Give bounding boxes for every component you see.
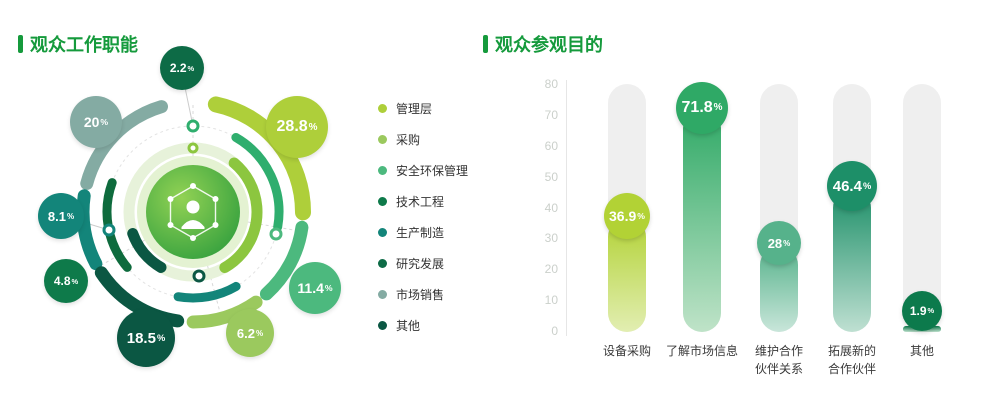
legend-swatch bbox=[378, 259, 387, 268]
legend-label: 管理层 bbox=[396, 102, 433, 116]
category-label: 拓展新的 合作伙伴 bbox=[827, 344, 876, 376]
y-axis-tick: 60 bbox=[544, 138, 558, 153]
legend: 管理层采购安全环保管理 技术工程生产制造研究发展市场销售其他 bbox=[378, 100, 468, 348]
y-axis-tick: 20 bbox=[544, 262, 558, 277]
bar-column: 46.4% bbox=[827, 60, 877, 332]
legend-swatch bbox=[378, 321, 387, 330]
legend-swatch bbox=[378, 104, 387, 113]
bar-column: 28% bbox=[757, 60, 801, 332]
bar-chart: 0 10 20 30 40 50 60 70 80 36.9% 设备采购 71.8% 了解市场信息 28%… bbox=[520, 60, 990, 400]
radial-chart: 2.2% 28.8% 11.4% 6.2% 18.5% 4.8% 8.1% 20% bbox=[30, 45, 370, 380]
y-axis-tick: 30 bbox=[544, 231, 558, 246]
legend-item: 技术工程 bbox=[378, 193, 468, 210]
title-accent-bar bbox=[483, 34, 488, 53]
bar-fill bbox=[833, 188, 871, 332]
radial-rings bbox=[65, 72, 311, 330]
category-label: 设备采购 bbox=[602, 344, 651, 358]
legend-label: 研究发展 bbox=[396, 257, 445, 271]
bar-column: 1.9% bbox=[902, 60, 942, 332]
y-axis-line bbox=[566, 80, 567, 336]
legend-item: 生产制造 bbox=[378, 224, 468, 241]
value-bubble: 8.1% bbox=[38, 193, 84, 239]
legend-label: 安全环保管理 bbox=[396, 164, 469, 178]
visit-purpose-title: 观众参观目的 bbox=[483, 31, 603, 57]
legend-item: 研究发展 bbox=[378, 255, 468, 272]
visit-purpose-title-text: 观众参观目的 bbox=[495, 34, 603, 55]
legend-swatch bbox=[378, 197, 387, 206]
legend-label: 技术工程 bbox=[396, 195, 445, 209]
value-bubble: 20% bbox=[70, 96, 122, 148]
bar-track bbox=[903, 84, 941, 332]
legend-swatch bbox=[378, 135, 387, 144]
legend-item: 采购 bbox=[378, 131, 468, 148]
job-functions-title: 观众工作职能 bbox=[18, 31, 138, 57]
category-label: 了解市场信息 bbox=[665, 344, 738, 358]
legend-swatch bbox=[378, 228, 387, 237]
y-axis-tick: 10 bbox=[544, 293, 558, 308]
legend-item: 管理层 bbox=[378, 100, 468, 117]
value-bubble: 11.4% bbox=[289, 262, 341, 314]
bar-value-bubble: 28% bbox=[757, 221, 801, 266]
category-label: 其他 bbox=[909, 344, 934, 358]
y-axis-tick: 40 bbox=[544, 200, 558, 215]
value-bubble: 18.5% bbox=[117, 309, 175, 367]
legend-swatch bbox=[378, 166, 387, 175]
bar-value-bubble: 46.4% bbox=[827, 161, 877, 212]
job-functions-title-text: 观众工作职能 bbox=[30, 34, 138, 55]
y-axis-tick: 70 bbox=[544, 107, 558, 122]
legend-label: 其他 bbox=[396, 319, 421, 333]
y-axis-tick: 50 bbox=[544, 169, 558, 184]
title-accent-bar bbox=[18, 34, 23, 53]
legend-swatch bbox=[378, 290, 387, 299]
bar-value-bubble: 36.9% bbox=[604, 192, 650, 239]
y-axis-tick: 0 bbox=[551, 324, 558, 338]
value-bubble: 2.2% bbox=[160, 46, 204, 90]
legend-item: 安全环保管理 bbox=[378, 162, 468, 179]
category-label: 维护合作 伙伴关系 bbox=[754, 344, 803, 376]
legend-item: 其他 bbox=[378, 317, 468, 334]
bar-fill bbox=[683, 110, 721, 332]
value-bubble: 4.8% bbox=[44, 259, 88, 303]
legend-label: 生产制造 bbox=[396, 226, 445, 240]
audience-network-icon bbox=[137, 156, 249, 268]
bar-column: 36.9% bbox=[604, 60, 650, 332]
legend-label: 采购 bbox=[396, 133, 421, 147]
y-axis-tick: 80 bbox=[544, 77, 558, 91]
bar-value-bubble: 71.8% bbox=[676, 81, 728, 134]
value-bubble: 28.8% bbox=[266, 96, 328, 158]
value-bubble: 6.2% bbox=[226, 309, 274, 357]
bar-value-bubble: 1.9% bbox=[902, 290, 942, 331]
legend-label: 市场销售 bbox=[396, 288, 445, 302]
bar-column: 71.8% bbox=[676, 60, 728, 332]
legend-item: 市场销售 bbox=[378, 286, 468, 303]
